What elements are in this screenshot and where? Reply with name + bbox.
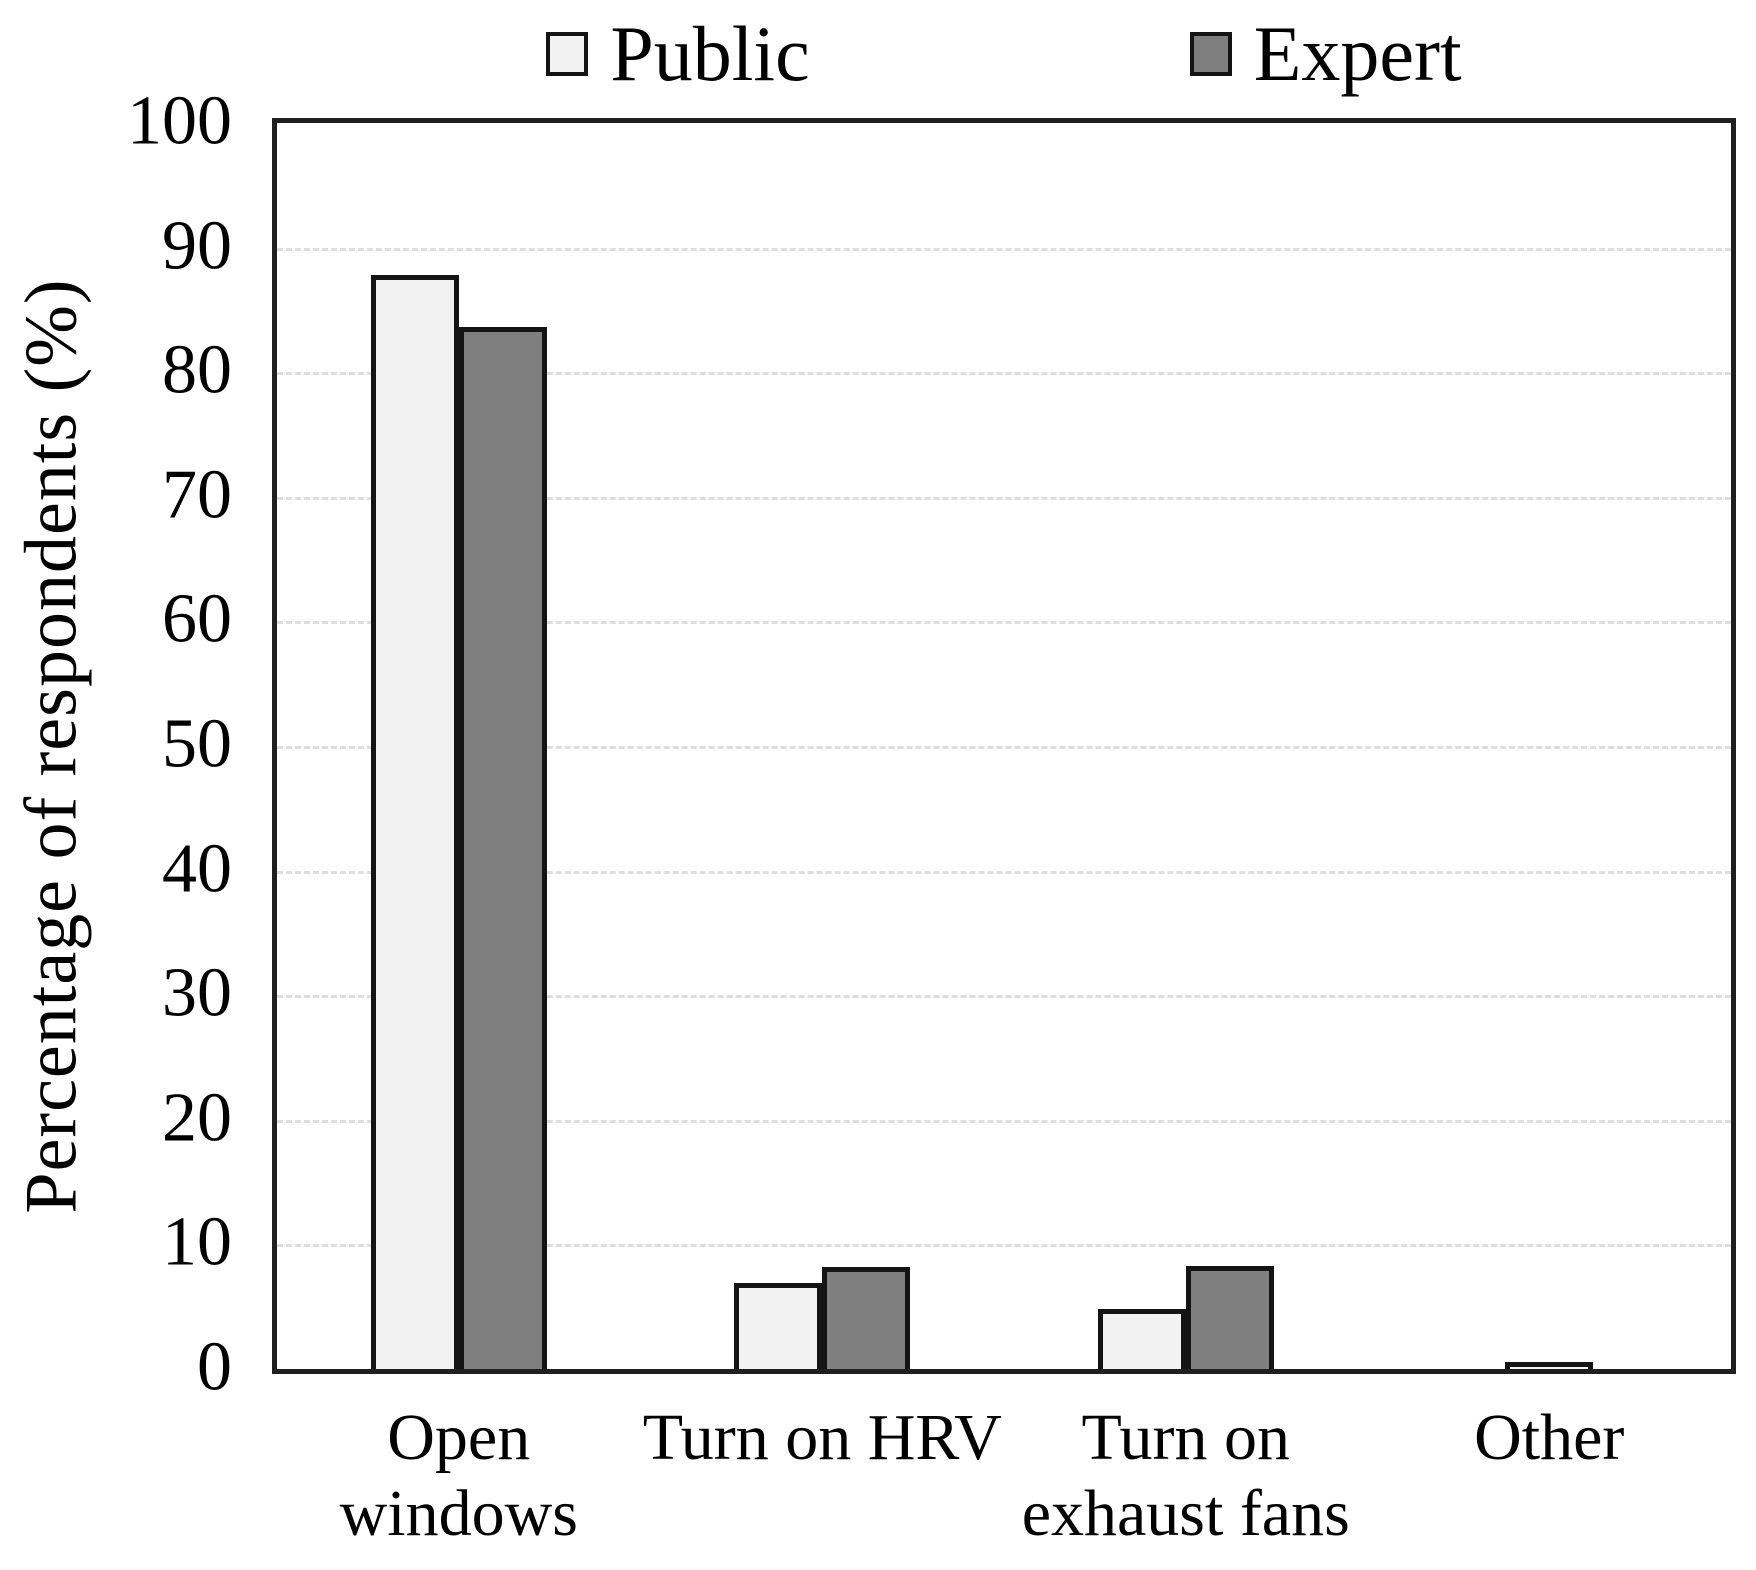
bars-layer [277,123,1731,1369]
legend-item-expert: Expert [1189,10,1462,97]
gridline-70 [277,496,1731,500]
legend-label-expert: Expert [1253,10,1462,97]
y-axis-tick-labels: 0 10 20 30 40 50 60 70 80 90 100 [0,0,232,1570]
y-tick-label-100: 100 [127,82,232,160]
gridline-20 [277,1119,1731,1123]
gridline-40 [277,870,1731,874]
legend-label-public: Public [610,10,810,97]
legend-swatch-public-icon [546,32,589,76]
plot-area [272,118,1736,1374]
chart-legend: Public Expert [272,8,1736,100]
y-tick-label-20: 20 [162,1079,232,1157]
bar-expert-turn-on-hrv [822,1267,911,1369]
y-tick-label-40: 40 [162,830,232,908]
y-tick-label-90: 90 [162,207,232,285]
bar-group-turn-on-exhaust-fans [1004,123,1368,1369]
gridline-10 [277,1244,1731,1248]
y-tick-label-80: 80 [162,331,232,409]
x-axis-label-turn-on-hrv: Turn on HRV [642,1401,1002,1474]
gridline-30 [277,995,1731,999]
legend-swatch-expert-icon [1189,32,1232,76]
y-tick-label-50: 50 [162,705,232,783]
bar-group-turn-on-hrv [641,123,1005,1369]
y-tick-label-10: 10 [162,1203,232,1281]
y-tick-label-30: 30 [162,954,232,1032]
y-tick-label-0: 0 [197,1328,232,1406]
bar-public-open-windows [370,275,459,1369]
gridline-90 [277,247,1731,251]
bar-group-other [1368,123,1732,1369]
bar-public-other [1505,1362,1594,1369]
gridlines-layer [277,123,1731,1369]
gridline-60 [277,621,1731,625]
bar-expert-turn-on-exhaust-fans [1185,1266,1274,1369]
legend-item-public: Public [546,10,810,97]
bar-expert-open-windows [458,327,547,1369]
y-tick-label-70: 70 [162,456,232,534]
y-tick-label-60: 60 [162,580,232,658]
x-axis-label-turn-on-exhaust-fans: Turn on exhaust fans [1021,1401,1350,1550]
bar-group-open-windows [277,123,641,1369]
gridline-80 [277,372,1731,376]
bar-public-turn-on-exhaust-fans [1097,1309,1186,1369]
x-axis-label-open-windows: Open windows [339,1401,578,1550]
bar-public-turn-on-hrv [734,1283,823,1369]
x-axis-label-other: Other [1474,1401,1625,1474]
gridline-50 [277,746,1731,749]
